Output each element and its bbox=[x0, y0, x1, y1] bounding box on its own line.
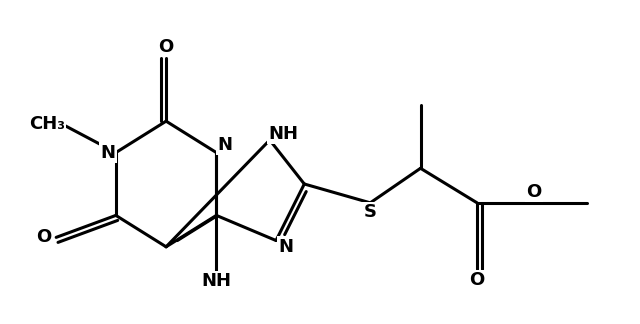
Text: O: O bbox=[469, 271, 484, 289]
Text: NH: NH bbox=[269, 125, 299, 143]
Text: S: S bbox=[364, 203, 377, 221]
Text: O: O bbox=[36, 228, 51, 246]
Text: N: N bbox=[100, 144, 115, 162]
Text: NH: NH bbox=[202, 272, 231, 290]
Text: O: O bbox=[159, 38, 173, 56]
Text: O: O bbox=[526, 182, 541, 201]
Text: CH₃: CH₃ bbox=[29, 115, 65, 133]
Text: N: N bbox=[278, 238, 293, 256]
Text: N: N bbox=[217, 136, 232, 154]
